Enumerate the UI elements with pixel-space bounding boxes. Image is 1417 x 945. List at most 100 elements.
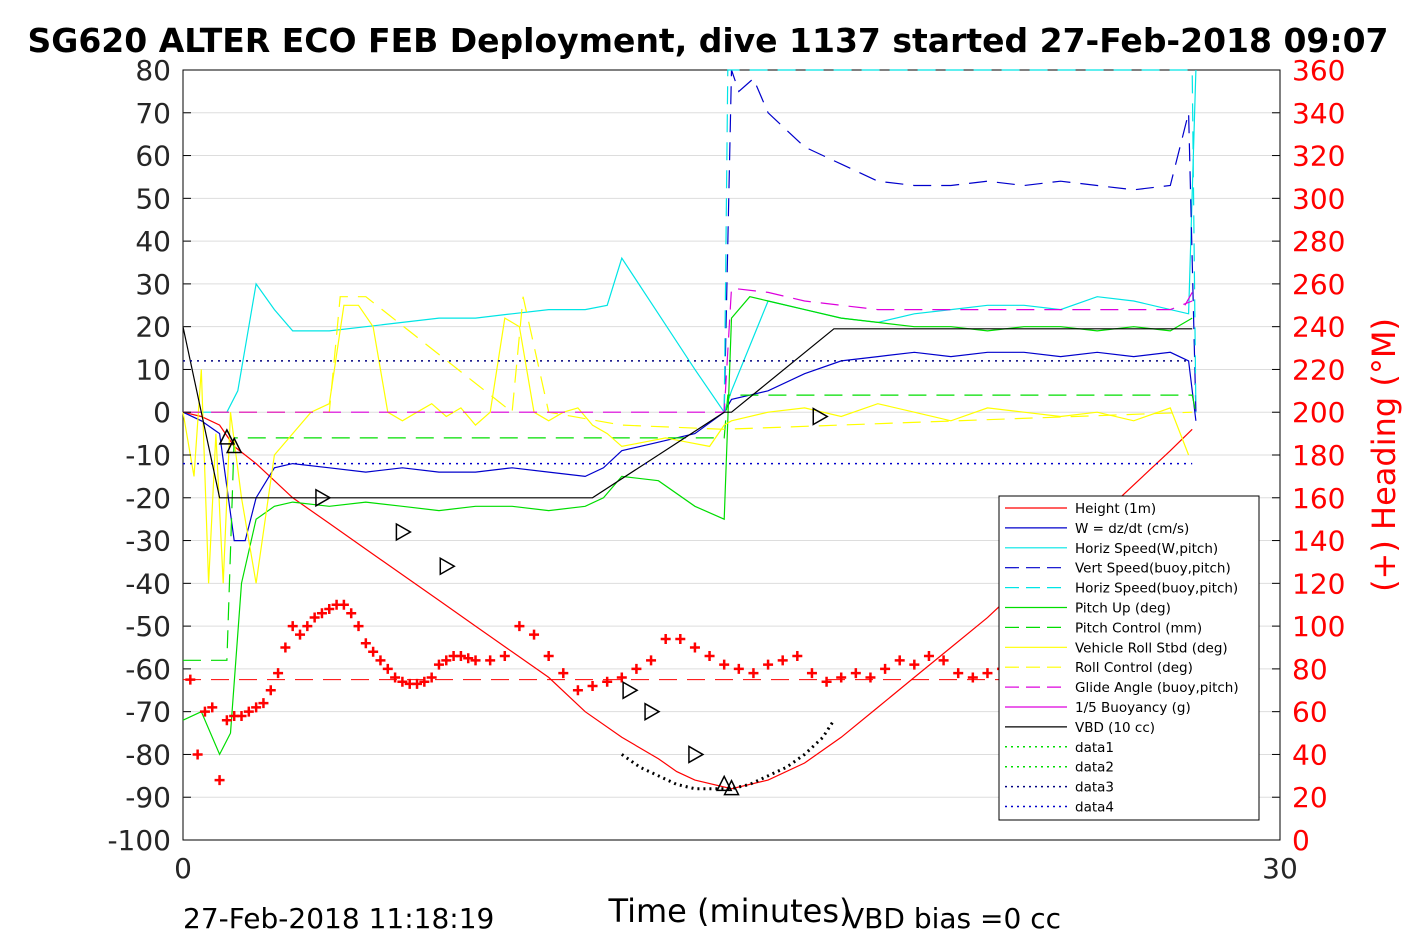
heading-point	[273, 668, 284, 679]
heading-point	[880, 663, 891, 674]
right-triangle-marker	[622, 680, 639, 700]
heading-point	[280, 642, 291, 653]
heading-point	[485, 655, 496, 666]
heading-point	[412, 678, 423, 689]
series-horiz-speed-w-pitch	[183, 69, 1197, 414]
right-tick-label: 260	[1292, 268, 1345, 301]
heading-point	[207, 702, 218, 713]
right-tick-label: 300	[1292, 182, 1345, 215]
heading-point	[265, 685, 276, 696]
left-tick-label: 60	[135, 140, 171, 173]
legend-label: 1/5 Buoyancy (g)	[1075, 700, 1191, 716]
right-tick-label: 60	[1292, 696, 1328, 729]
heading-point	[236, 710, 247, 721]
heading-point	[572, 685, 583, 696]
heading-point	[360, 638, 371, 649]
heading-point	[660, 633, 671, 644]
series-glide-angle-buoy-pitch	[183, 287, 1193, 413]
right-axis-label: (+) Heading (°M)	[1365, 318, 1403, 592]
x-axis-label: Time (minutes)	[608, 892, 852, 930]
heading-point	[243, 706, 254, 717]
heading-point	[192, 749, 203, 760]
heading-point	[368, 646, 379, 657]
heading-point	[792, 651, 803, 662]
legend-label: data4	[1075, 800, 1114, 816]
heading-point	[909, 659, 920, 670]
left-tick-label: -80	[125, 738, 171, 771]
series-pitch-control-mm	[183, 394, 1197, 661]
heading-point	[214, 775, 225, 786]
apogee-dotted-segment	[620, 719, 836, 791]
heading-point	[763, 659, 774, 670]
heading-point	[295, 629, 306, 640]
heading-point	[543, 651, 554, 662]
series-vert-speed-buoy-pitch	[723, 69, 1197, 413]
heading-point	[675, 633, 686, 644]
legend-label: W = dz/dt (cm/s)	[1075, 521, 1189, 537]
heading-point	[463, 653, 474, 664]
heading-point	[199, 706, 210, 717]
right-triangle-marker	[812, 407, 829, 426]
right-tick-label: 340	[1292, 97, 1345, 130]
series-layer	[182, 69, 1197, 791]
heading-point	[953, 668, 964, 679]
heading-point	[514, 621, 525, 632]
heading-point	[221, 715, 232, 726]
heading-point	[587, 681, 598, 691]
heading-point	[602, 676, 613, 687]
series-vbd-10-cc	[182, 326, 1193, 499]
heading-point	[894, 655, 905, 666]
left-tick-label: -30	[125, 525, 171, 558]
legend-label: Horiz Speed(buoy,pitch)	[1075, 581, 1238, 597]
left-tick-label: 70	[135, 97, 171, 130]
heading-point	[704, 651, 715, 662]
heading-point	[821, 676, 832, 687]
left-tick-label: -40	[125, 567, 171, 600]
heading-point	[646, 655, 657, 666]
heading-point	[302, 621, 313, 632]
series-horiz-speed-buoy-pitch	[723, 69, 1197, 413]
legend-label: Pitch Control (mm)	[1075, 620, 1202, 636]
x-axis-ticks: 0 30	[174, 832, 1298, 885]
right-tick-label: 20	[1292, 781, 1328, 814]
right-tick-label: 0	[1292, 824, 1310, 857]
heading-point	[558, 668, 569, 679]
right-tick-label: 160	[1292, 482, 1345, 515]
heading-point	[499, 651, 510, 662]
legend-label: VBD (10 cc)	[1075, 720, 1155, 736]
heading-point	[251, 702, 262, 713]
legend-label: Horiz Speed(W,pitch)	[1075, 541, 1218, 557]
up-triangle-marker	[723, 778, 740, 796]
heading-point	[850, 668, 861, 679]
heading-point	[426, 672, 437, 683]
right-triangle-marker	[688, 745, 705, 764]
heading-point	[433, 659, 444, 670]
right-tick-label: 360	[1292, 54, 1345, 87]
up-triangle-marker	[715, 774, 733, 792]
heading-point	[733, 663, 744, 674]
heading-point	[529, 629, 540, 640]
footer-timestamp: 27-Feb-2018 11:18:19	[183, 902, 494, 935]
left-tick-label: 0	[153, 396, 171, 429]
heading-point	[382, 663, 393, 674]
right-tick-label: 240	[1292, 311, 1345, 344]
heading-point	[346, 608, 357, 619]
right-triangle-marker	[395, 522, 412, 542]
right-triangle-marker	[439, 556, 456, 576]
left-tick-label: -90	[125, 781, 171, 814]
right-triangle-marker	[315, 488, 332, 508]
heading-point	[923, 651, 934, 662]
legend-label: Height (1m)	[1075, 501, 1156, 517]
heading-point	[353, 621, 364, 632]
left-tick-label: 10	[135, 353, 171, 386]
chart-title: SG620 ALTER ECO FEB Deployment, dive 113…	[27, 21, 1388, 60]
heading-point	[967, 672, 978, 683]
heading-point	[309, 612, 320, 623]
left-tick-label: 80	[135, 54, 171, 87]
marker-layer	[218, 407, 829, 796]
legend-label: Vert Speed(buoy,pitch)	[1075, 561, 1231, 577]
heading-point	[806, 668, 817, 679]
left-tick-label: -100	[107, 824, 171, 857]
right-tick-label: 100	[1292, 610, 1345, 643]
